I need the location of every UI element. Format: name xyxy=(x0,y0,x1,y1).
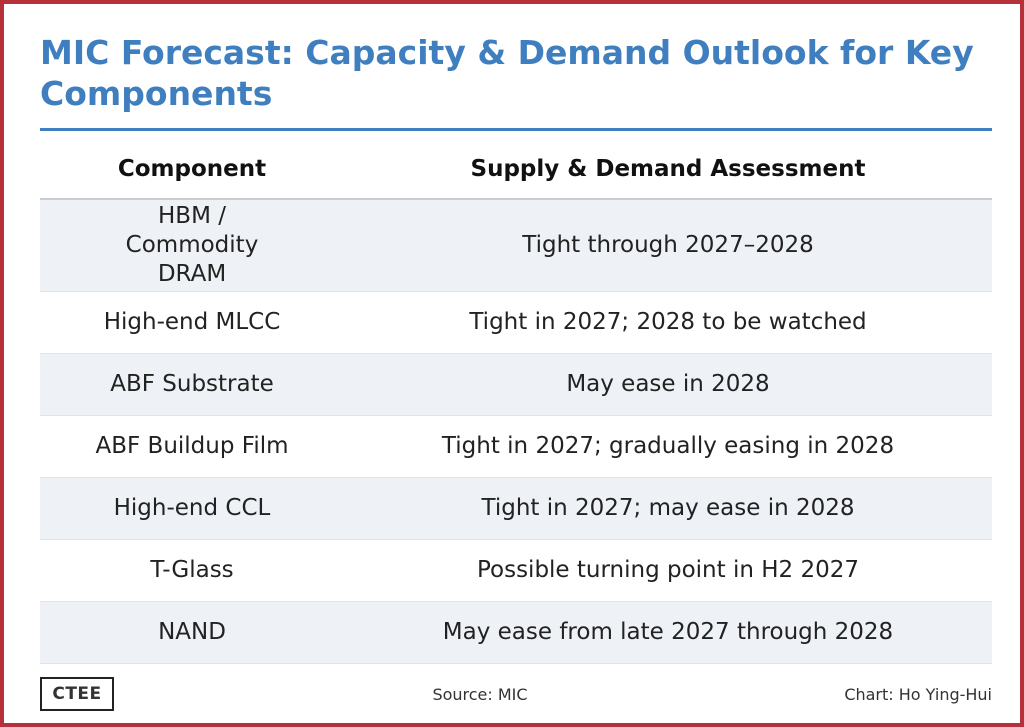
table-body: HBM / Commodity DRAM Tight through 2027–… xyxy=(40,200,992,664)
ctee-logo: CTEE xyxy=(40,677,114,711)
table-row: High-end CCL Tight in 2027; may ease in … xyxy=(40,478,992,540)
assessment-cell: May ease in 2028 xyxy=(566,371,770,397)
header-component: Component xyxy=(117,156,267,182)
table-row: ABF Buildup Film Tight in 2027; graduall… xyxy=(40,416,992,478)
table-header: Component Supply & Demand Assessment xyxy=(40,140,992,200)
outlook-table: Component Supply & Demand Assessment HBM… xyxy=(40,140,992,664)
assessment-cell: Tight in 2027; 2028 to be watched xyxy=(469,309,867,335)
component-cell: ABF Substrate xyxy=(110,371,274,397)
component-cell: ABF Buildup Film xyxy=(95,433,289,459)
assessment-cell: Tight in 2027; gradually easing in 2028 xyxy=(441,433,895,459)
component-cell: High-end CCL xyxy=(113,495,271,521)
assessment-cell: Tight through 2027–2028 xyxy=(522,232,814,258)
header-assessment: Supply & Demand Assessment xyxy=(470,156,866,182)
assessment-cell: Tight in 2027; may ease in 2028 xyxy=(481,495,855,521)
chart-credit: Chart: Ho Ying-Hui xyxy=(844,685,992,704)
source-note: Source: MIC xyxy=(432,685,528,704)
table-row: T-Glass Possible turning point in H2 202… xyxy=(40,540,992,602)
assessment-cell: May ease from late 2027 through 2028 xyxy=(442,619,894,645)
component-cell: T-Glass xyxy=(150,557,234,583)
table-row: NAND May ease from late 2027 through 202… xyxy=(40,602,992,664)
table-row: ABF Substrate May ease in 2028 xyxy=(40,354,992,416)
title-divider xyxy=(40,128,992,131)
table-row: High-end MLCC Tight in 2027; 2028 to be … xyxy=(40,292,992,354)
assessment-cell: Possible turning point in H2 2027 xyxy=(476,557,860,583)
chart-footer: CTEE Source: MIC Chart: Ho Ying-Hui xyxy=(40,677,992,711)
table-row: HBM / Commodity DRAM Tight through 2027–… xyxy=(40,200,992,292)
component-cell: NAND xyxy=(158,619,226,645)
component-cell: High-end MLCC xyxy=(103,309,281,335)
component-cell: HBM / Commodity DRAM xyxy=(125,203,259,287)
chart-title: MIC Forecast: Capacity & Demand Outlook … xyxy=(40,33,974,113)
